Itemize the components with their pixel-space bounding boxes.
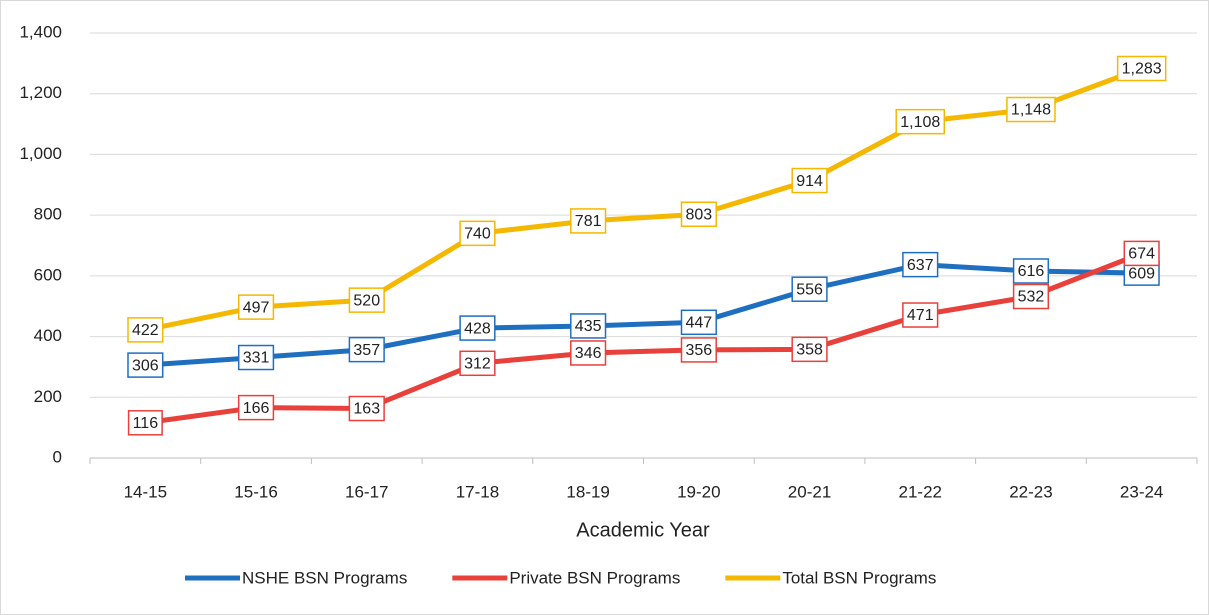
data-label-box bbox=[348, 395, 385, 422]
x-tick-label: 15-16 bbox=[234, 482, 277, 501]
data-label-box bbox=[127, 352, 164, 378]
data-label: 532 bbox=[1018, 289, 1045, 306]
legend-label: NSHE BSN Programs bbox=[242, 568, 407, 587]
data-label-box bbox=[570, 340, 607, 366]
data-label-box bbox=[348, 336, 385, 363]
data-label: 422 bbox=[132, 322, 159, 339]
data-label-box bbox=[680, 337, 717, 363]
data-label: 556 bbox=[796, 281, 823, 298]
data-label-box bbox=[791, 336, 828, 363]
data-label: 637 bbox=[907, 257, 934, 274]
data-label: 471 bbox=[907, 307, 934, 324]
data-label-box bbox=[127, 410, 163, 436]
x-tick-label: 14-15 bbox=[124, 482, 167, 501]
data-label-box bbox=[1012, 283, 1050, 310]
data-label: 331 bbox=[243, 350, 270, 367]
data-label: 674 bbox=[1128, 246, 1155, 263]
data-label: 166 bbox=[243, 400, 270, 417]
y-tick-label: 200 bbox=[34, 387, 62, 406]
series-line bbox=[145, 251, 1143, 426]
data-label-box bbox=[902, 251, 939, 278]
data-label-box bbox=[459, 220, 496, 247]
legend-label: Private BSN Programs bbox=[509, 568, 680, 587]
data-label: 914 bbox=[796, 173, 823, 190]
data-label-box bbox=[459, 315, 496, 341]
data-label: 116 bbox=[133, 415, 159, 432]
data-label: 428 bbox=[464, 320, 491, 337]
y-tick-label: 0 bbox=[53, 447, 62, 466]
data-label-box bbox=[791, 276, 828, 302]
data-label-box bbox=[1006, 96, 1056, 123]
data-label-box bbox=[237, 394, 275, 421]
data-label: 616 bbox=[1018, 263, 1045, 280]
data-label: 740 bbox=[464, 226, 491, 243]
data-label-box bbox=[895, 108, 946, 135]
data-label: 520 bbox=[353, 292, 380, 309]
data-label-box bbox=[570, 208, 607, 234]
data-label-box bbox=[1012, 258, 1050, 284]
data-label-box bbox=[348, 287, 385, 313]
x-tick-label: 22-23 bbox=[1009, 482, 1052, 501]
data-label: 1,148 bbox=[1011, 102, 1051, 119]
data-label-box bbox=[902, 302, 939, 328]
y-tick-label: 600 bbox=[34, 265, 62, 284]
y-tick-label: 400 bbox=[34, 326, 62, 345]
y-tick-label: 800 bbox=[34, 205, 62, 224]
data-label: 356 bbox=[685, 342, 712, 359]
data-label: 357 bbox=[353, 342, 380, 359]
data-label: 163 bbox=[353, 401, 380, 418]
data-label: 803 bbox=[685, 206, 712, 223]
data-label: 1,108 bbox=[900, 114, 940, 131]
data-label-box bbox=[237, 294, 275, 320]
data-label: 346 bbox=[575, 345, 602, 362]
data-label: 435 bbox=[575, 318, 602, 335]
data-label-box bbox=[237, 344, 275, 371]
data-label-box bbox=[127, 317, 164, 343]
x-tick-label: 23-24 bbox=[1120, 482, 1163, 501]
x-tick-label: 18-19 bbox=[566, 482, 609, 501]
y-tick-label: 1,400 bbox=[19, 22, 62, 41]
x-tick-label: 20-21 bbox=[788, 482, 831, 501]
x-axis-title: Academic Year bbox=[576, 519, 710, 541]
series-line bbox=[145, 262, 1142, 368]
data-label-box bbox=[680, 201, 717, 227]
data-label: 497 bbox=[243, 299, 270, 316]
data-label-box bbox=[459, 350, 496, 377]
legend-label: Total BSN Programs bbox=[782, 568, 936, 587]
data-label-box bbox=[680, 309, 717, 336]
data-label: 781 bbox=[575, 213, 602, 230]
series-line bbox=[144, 66, 1143, 333]
data-label: 1,283 bbox=[1122, 61, 1162, 78]
x-tick-label: 16-17 bbox=[345, 482, 388, 501]
data-label: 447 bbox=[685, 315, 712, 332]
data-label-box bbox=[1116, 55, 1167, 82]
data-label: 358 bbox=[796, 342, 823, 359]
y-tick-label: 1,200 bbox=[19, 83, 62, 102]
data-label: 312 bbox=[464, 356, 491, 373]
y-tick-label: 1,000 bbox=[19, 144, 62, 163]
data-label-box bbox=[791, 167, 828, 194]
data-label: 609 bbox=[1128, 265, 1155, 282]
data-label-box bbox=[570, 313, 607, 339]
x-tick-label: 19-20 bbox=[677, 482, 720, 501]
x-tick-label: 17-18 bbox=[456, 482, 499, 501]
x-tick-label: 21-22 bbox=[899, 482, 942, 501]
data-label-box bbox=[1123, 240, 1160, 267]
data-label: 306 bbox=[132, 357, 159, 374]
